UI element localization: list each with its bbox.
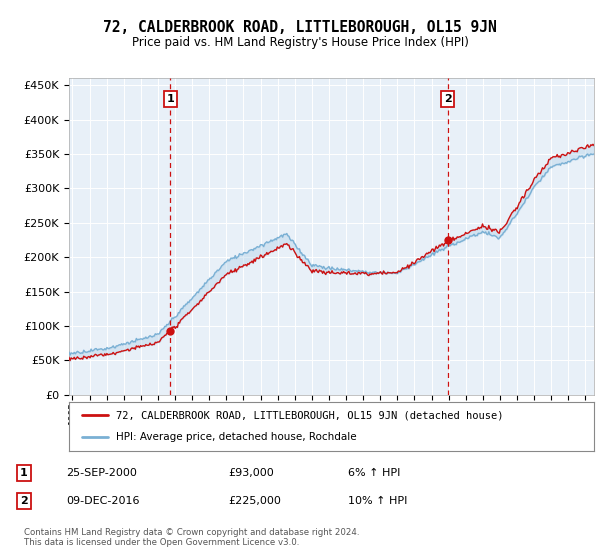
Text: 2: 2 (20, 496, 28, 506)
Text: 25-SEP-2000: 25-SEP-2000 (66, 468, 137, 478)
Text: Price paid vs. HM Land Registry's House Price Index (HPI): Price paid vs. HM Land Registry's House … (131, 36, 469, 49)
Text: Contains HM Land Registry data © Crown copyright and database right 2024.
This d: Contains HM Land Registry data © Crown c… (24, 528, 359, 548)
Text: 72, CALDERBROOK ROAD, LITTLEBOROUGH, OL15 9JN (detached house): 72, CALDERBROOK ROAD, LITTLEBOROUGH, OL1… (116, 410, 504, 421)
Text: 72, CALDERBROOK ROAD, LITTLEBOROUGH, OL15 9JN: 72, CALDERBROOK ROAD, LITTLEBOROUGH, OL1… (103, 20, 497, 35)
Text: 6% ↑ HPI: 6% ↑ HPI (348, 468, 400, 478)
Text: 10% ↑ HPI: 10% ↑ HPI (348, 496, 407, 506)
Text: HPI: Average price, detached house, Rochdale: HPI: Average price, detached house, Roch… (116, 432, 357, 442)
Text: £225,000: £225,000 (228, 496, 281, 506)
Text: 1: 1 (167, 94, 174, 104)
Text: 2: 2 (444, 94, 451, 104)
Text: £93,000: £93,000 (228, 468, 274, 478)
Text: 1: 1 (20, 468, 28, 478)
Text: 09-DEC-2016: 09-DEC-2016 (66, 496, 139, 506)
